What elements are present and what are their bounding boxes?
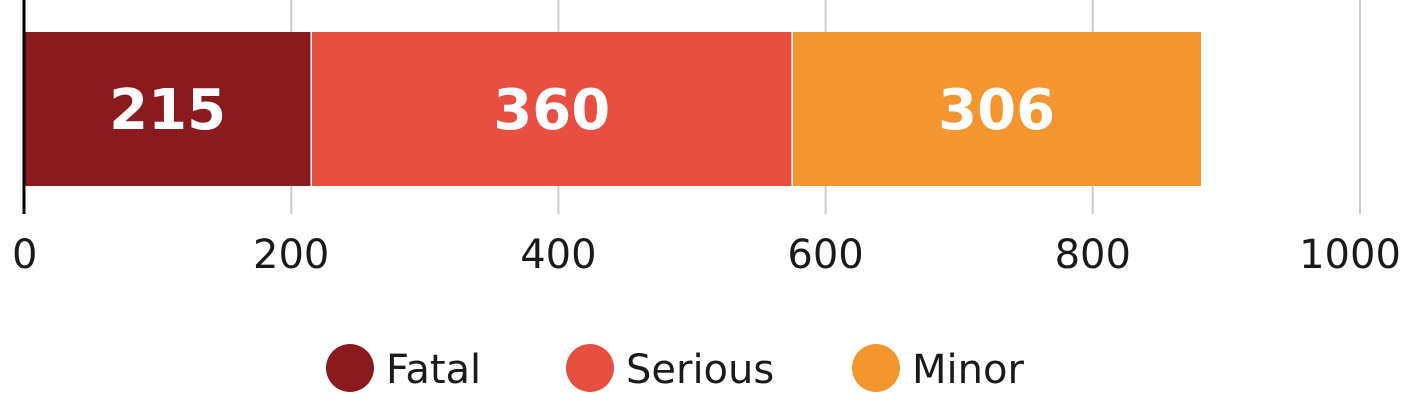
legend-item-fatal: Fatal: [326, 344, 481, 393]
bar-segments: 215 360 306: [24, 32, 1202, 186]
legend-item-minor: Minor: [852, 344, 1024, 393]
legend-label-fatal: Fatal: [386, 347, 481, 393]
x-tick-label-600: 600: [787, 232, 863, 278]
x-tick-label-1000: 1000: [1299, 232, 1401, 278]
x-tick-label-400: 400: [520, 232, 596, 278]
legend-label-minor: Minor: [912, 347, 1024, 393]
bar-segment-fatal: [24, 32, 312, 186]
x-tick-label-0: 0: [12, 232, 37, 278]
legend-item-serious: Serious: [566, 344, 774, 393]
legend: Fatal Serious Minor: [326, 344, 1024, 393]
x-tick-label-800: 800: [1055, 232, 1131, 278]
legend-swatch-minor: [852, 344, 900, 392]
legend-swatch-serious: [566, 344, 614, 392]
legend-label-serious: Serious: [626, 347, 774, 393]
bar-segment-serious: [311, 32, 793, 186]
legend-swatch-fatal: [326, 344, 374, 392]
bar-segment-minor: [792, 32, 1202, 186]
data-label-minor: 306: [938, 78, 1055, 143]
data-label-fatal: 215: [109, 78, 226, 143]
x-tick-label-200: 200: [253, 232, 329, 278]
x-tick-labels: 0 200 400 600 800 1000: [12, 232, 1401, 278]
data-label-serious: 360: [493, 78, 610, 143]
